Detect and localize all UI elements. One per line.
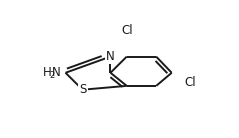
Text: S: S xyxy=(79,83,86,96)
Text: 2: 2 xyxy=(49,71,54,80)
Text: Cl: Cl xyxy=(121,24,133,37)
Text: Cl: Cl xyxy=(185,76,196,89)
Text: N: N xyxy=(52,66,61,79)
Text: N: N xyxy=(106,50,115,63)
Text: H: H xyxy=(43,66,52,79)
